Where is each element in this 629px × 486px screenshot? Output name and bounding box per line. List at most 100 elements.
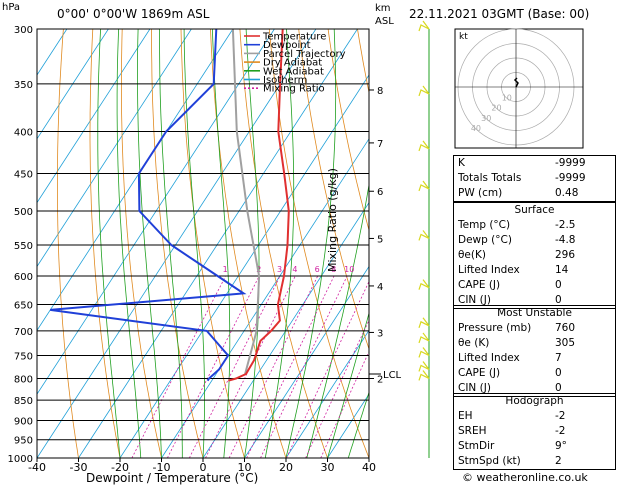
stat-value: -2 bbox=[555, 425, 566, 437]
stat-value: 9° bbox=[555, 440, 567, 452]
isotherm-line bbox=[37, 29, 151, 204]
wind-barb bbox=[418, 140, 430, 152]
mixing-ratio-line bbox=[167, 275, 260, 458]
surface-row: Temp (°C) -2.5 bbox=[454, 218, 615, 233]
mixing-ratio-label: 15 bbox=[369, 265, 379, 274]
location-title: 0°00' 0°00'W 1869m ASL bbox=[57, 7, 210, 21]
isotherm-line bbox=[37, 29, 109, 140]
x-tick-label: 20 bbox=[279, 461, 293, 474]
pressure-tick-label: 400 bbox=[14, 128, 33, 139]
stat-value: 14 bbox=[555, 264, 569, 276]
dry-adiabat-line bbox=[622, 29, 629, 458]
pressure-tick-label: 950 bbox=[14, 436, 33, 447]
km-tick-label: 3 bbox=[377, 328, 383, 339]
hodograph-trace bbox=[513, 77, 519, 88]
lcl-label: LCL bbox=[383, 370, 402, 381]
x-tick-label: 0 bbox=[200, 461, 207, 474]
stat-value: 0 bbox=[555, 294, 562, 306]
km-tick-label: 7 bbox=[377, 139, 383, 150]
pressure-tick-label: 600 bbox=[14, 272, 33, 283]
x-tick-label: 10 bbox=[238, 461, 252, 474]
hodograph-title: Hodograph bbox=[505, 395, 564, 407]
isotherm-line bbox=[37, 29, 275, 395]
stat-key: StmDir bbox=[458, 440, 495, 452]
dry-adiabat-line bbox=[57, 29, 79, 458]
dewpoint-line bbox=[50, 29, 247, 382]
stat-value: -9999 bbox=[555, 157, 586, 169]
hodograph-frame bbox=[454, 28, 584, 149]
isotherm-line bbox=[37, 29, 317, 458]
stat-key: θe(K) bbox=[458, 249, 486, 261]
stat-key: θe (K) bbox=[458, 337, 490, 349]
km-label: km bbox=[375, 3, 391, 14]
wind-barb bbox=[418, 347, 430, 358]
km-tick-label: 6 bbox=[377, 187, 383, 198]
stat-key: Temp (°C) bbox=[458, 219, 511, 231]
stat-value: 296 bbox=[555, 249, 576, 261]
pressure-tick-label: 550 bbox=[14, 241, 33, 252]
wind-barb bbox=[418, 317, 430, 328]
dry-adiabat-line bbox=[327, 29, 369, 232]
isotherm-line bbox=[119, 74, 369, 458]
stat-key: SREH bbox=[458, 425, 487, 437]
stat-value: 0 bbox=[555, 367, 562, 379]
stat-value: 760 bbox=[555, 322, 576, 334]
pressure-tick-label: 900 bbox=[14, 416, 33, 427]
mixing-ratio-label: 4 bbox=[292, 265, 297, 274]
unstable-table: Most Unstable Pressure (mb) 760 θe (K) 305… bbox=[453, 305, 616, 397]
parcel-trajectory-line bbox=[231, 29, 261, 375]
hodograph-row: SREH -2 bbox=[454, 424, 615, 439]
stat-key: StmSpd (kt) bbox=[458, 455, 521, 467]
wet-adiabat-line bbox=[183, 29, 205, 458]
stat-value: -2 bbox=[555, 410, 566, 422]
x-tick-label: -30 bbox=[70, 461, 88, 474]
isotherm-line bbox=[37, 29, 192, 268]
mixing-ratio-label: 20 bbox=[387, 265, 397, 274]
x-tick-label: -10 bbox=[153, 461, 171, 474]
km-tick-label: 8 bbox=[377, 86, 383, 97]
unstable-row: Pressure (mb) 760 bbox=[454, 321, 615, 336]
wind-barb bbox=[418, 230, 430, 241]
pressure-tick-label: 750 bbox=[14, 351, 33, 362]
stat-key: PW (cm) bbox=[458, 187, 503, 199]
date-title: 22.11.2021 03GMT (Base: 00) bbox=[409, 7, 590, 21]
temperature-line bbox=[228, 29, 290, 382]
x-tick-label: 40 bbox=[362, 461, 376, 474]
wind-barb bbox=[418, 370, 430, 381]
footer-credit: © weatheronline.co.uk bbox=[462, 471, 588, 484]
stat-value: -4.8 bbox=[555, 234, 576, 246]
stat-key: CAPE (J) bbox=[458, 279, 501, 291]
isotherm-line bbox=[202, 201, 369, 458]
stats-table-1: K -9999 Totals Totals -9999 PW (cm) 0.48 bbox=[453, 155, 616, 202]
stat-key: Totals Totals bbox=[458, 172, 522, 184]
stat-value: 7 bbox=[555, 352, 562, 364]
stat-value: 0 bbox=[555, 382, 562, 394]
pressure-tick-label: 850 bbox=[14, 396, 33, 407]
surface-row: Dewp (°C) -4.8 bbox=[454, 233, 615, 248]
dry-adiabat-line bbox=[121, 29, 162, 458]
mixing-ratio-label: 25 bbox=[401, 265, 411, 274]
asl-label: ASL bbox=[375, 16, 394, 27]
stat-key: Dewp (°C) bbox=[458, 234, 512, 246]
wind-barb bbox=[418, 180, 430, 192]
pressure-tick-label: 300 bbox=[14, 25, 33, 36]
pressure-tick-label: 500 bbox=[14, 207, 33, 218]
x-axis-label: Dewpoint / Temperature (°C) bbox=[86, 471, 259, 485]
stat-value: -2.5 bbox=[555, 219, 576, 231]
isotherm-line bbox=[161, 138, 369, 458]
surface-row: CIN (J) 0 bbox=[454, 293, 615, 308]
x-tick-label: 30 bbox=[321, 461, 335, 474]
stat-value: 0.48 bbox=[555, 187, 579, 199]
mixing-ratio-label: 3 bbox=[277, 265, 282, 274]
pressure-tick-label: 350 bbox=[14, 80, 33, 91]
mixing-ratio-label: 6 bbox=[315, 265, 320, 274]
unstable-row: Lifted Index 7 bbox=[454, 351, 615, 366]
mixing-ratio-label: 8 bbox=[331, 265, 336, 274]
km-tick-label: 4 bbox=[377, 282, 383, 293]
stat-key: K bbox=[458, 157, 465, 169]
legend-label: Isotherm bbox=[263, 75, 307, 86]
surface-row: CAPE (J) 0 bbox=[454, 278, 615, 293]
unstable-title: Most Unstable bbox=[497, 307, 572, 319]
y-axis-right-label: Mixing Ratio (g/kg) bbox=[326, 168, 339, 272]
